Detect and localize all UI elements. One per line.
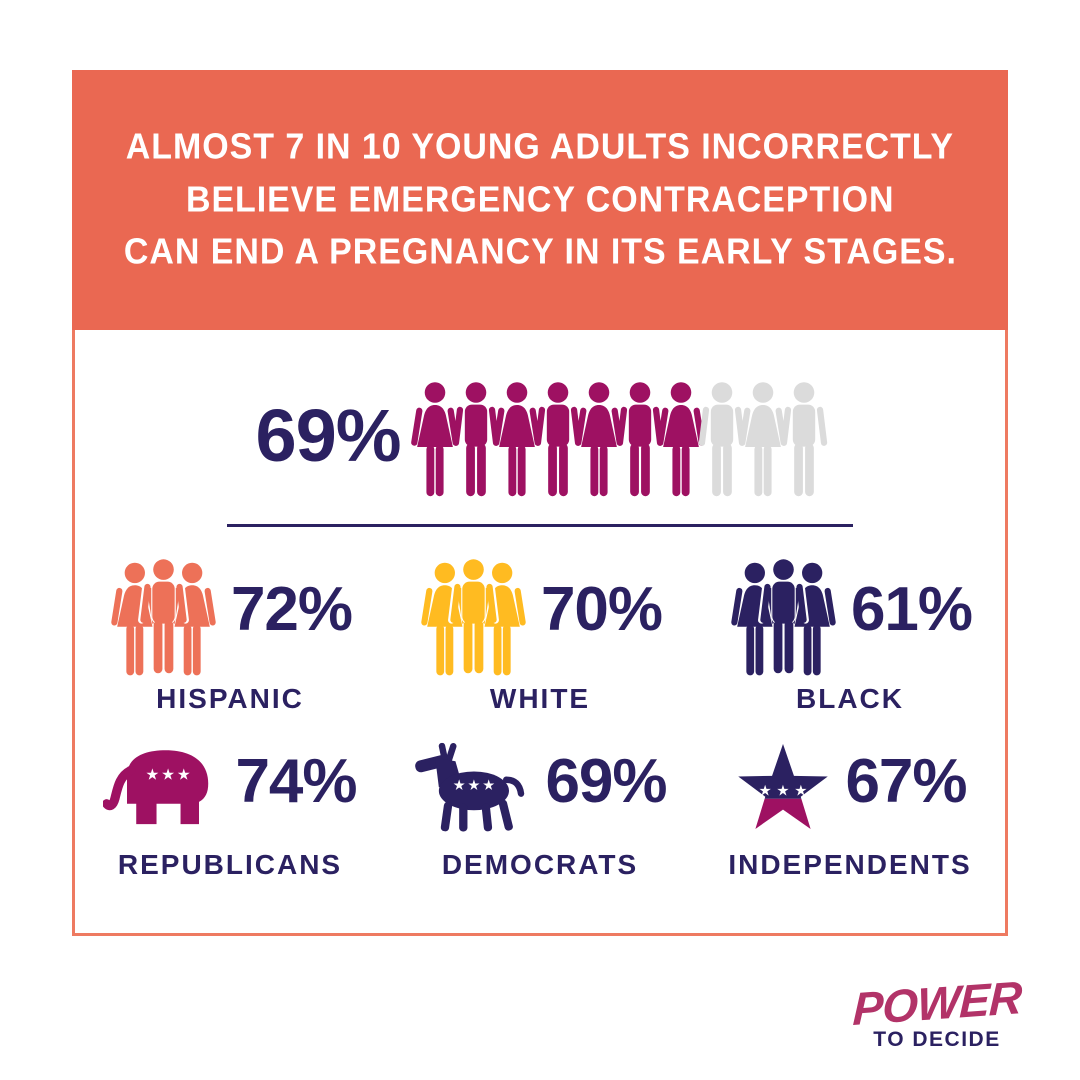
stat-independents: 67% INDEPENDENTS [695, 739, 1005, 881]
stat-percent: 74% [235, 746, 357, 816]
political-row: 74% REPUBLICANS 69% DEMOCRATS 67% INDEPE… [75, 739, 1005, 881]
people-group-icon [418, 555, 529, 679]
stat-pair: 74% [103, 739, 358, 839]
stat-pair: 70% [418, 555, 663, 679]
headline-line-2: BELIEVE EMERGENCY CONTRACEPTION [185, 178, 895, 220]
stat-white: 70% WHITE [385, 555, 695, 715]
logo-to-decide-wordmark: TO DECIDE [873, 1028, 1001, 1051]
headline-banner: ALMOST 7 IN 10 YOUNG ADULTS INCORRECTLY … [72, 70, 1008, 330]
stat-pair: 69% [413, 739, 668, 839]
republican-elephant-icon [103, 742, 223, 836]
stat-label: REPUBLICANS [117, 849, 343, 880]
power-to-decide-logo: POWER TO DECIDE [852, 971, 1022, 1052]
stat-label: BLACK [796, 683, 904, 714]
pictograph-row [415, 380, 825, 498]
people-group-icon [728, 555, 839, 679]
independent-star-icon [733, 742, 833, 836]
stat-pair: 67% [733, 739, 968, 839]
stat-percent: 70% [540, 574, 663, 644]
infographic-card: ALMOST 7 IN 10 YOUNG ADULTS INCORRECTLY … [72, 70, 1008, 936]
stat-percent: 67% [845, 746, 967, 816]
stat-label: HISPANIC [156, 683, 304, 714]
stat-pair: 72% [108, 555, 353, 679]
ethnicity-row: 72% HISPANIC 70% WHITE 61% BLACK [75, 555, 1005, 715]
overall-stat-row: 69% [75, 380, 1005, 498]
stat-hispanic: 72% HISPANIC [75, 555, 385, 715]
stat-label: INDEPENDENTS [728, 849, 972, 880]
overall-percent: 69% [255, 393, 401, 477]
stat-label: WHITE [489, 683, 591, 714]
stat-label: DEMOCRATS [441, 849, 639, 880]
stat-democrats: 69% DEMOCRATS [385, 739, 695, 881]
section-divider [227, 524, 853, 527]
stat-pair: 61% [728, 555, 973, 679]
headline-line-1: ALMOST 7 IN 10 YOUNG ADULTS INCORRECTLY [125, 126, 955, 167]
stat-black: 61% BLACK [695, 555, 1005, 715]
stat-percent: 72% [230, 574, 353, 644]
stat-percent: 69% [545, 746, 667, 816]
person-man-icon [777, 380, 831, 498]
democrat-donkey-icon [413, 742, 533, 836]
logo-power-wordmark: POWER [851, 970, 1023, 1036]
headline-line-3: CAN END A PREGNANCY IN ITS EARLY STAGES. [123, 231, 957, 272]
stat-percent: 61% [850, 574, 973, 644]
stat-republicans: 74% REPUBLICANS [75, 739, 385, 881]
people-group-icon [108, 555, 219, 679]
